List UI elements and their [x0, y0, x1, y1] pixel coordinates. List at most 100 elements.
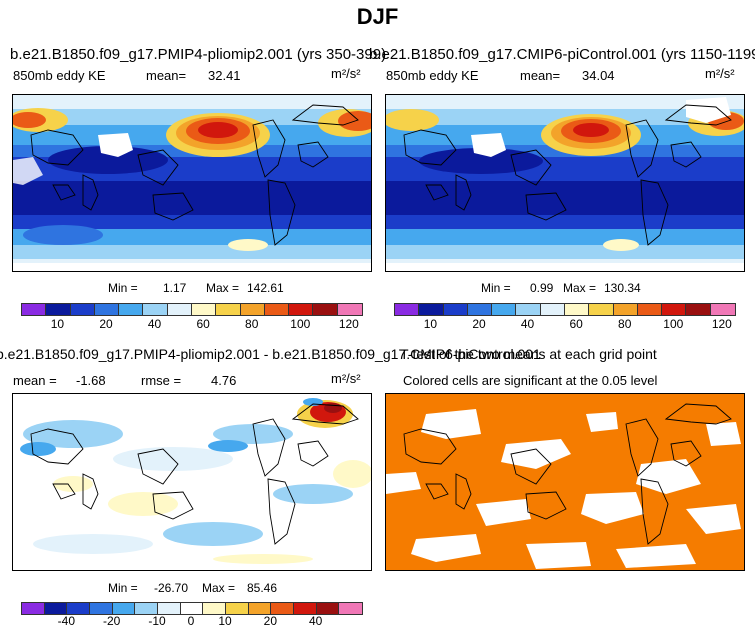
- colorbar-swatch: [70, 304, 95, 315]
- colorbar-swatch: [167, 304, 192, 315]
- panel-bl-rmse-value: 4.76: [211, 373, 237, 388]
- colorbar-tick-label: 100: [290, 317, 311, 331]
- colorbar-swatch: [225, 603, 249, 614]
- colorbar-tick-label: 80: [618, 317, 632, 331]
- panel-tl-case-title: b.e21.B1850.f09_g17.PMIP4-pliomip2.001 (…: [10, 46, 387, 63]
- panel-bl-map: [12, 393, 372, 571]
- panel-tr-units: m²/s²: [705, 66, 735, 81]
- panel-tl-variable-label: 850mb eddy KE: [13, 68, 106, 83]
- colorbar-tick-label: 10: [50, 317, 65, 331]
- panel-tl-mean-value: 32.41: [208, 68, 241, 83]
- panel-tr-case-title: b.e21.B1850.f09_g17.CMIP6-piControl.001 …: [369, 46, 755, 63]
- colorbar-tick-label: -40: [57, 614, 75, 628]
- colorbar-swatch: [395, 304, 420, 315]
- colorbar-tick-label: -10: [148, 614, 166, 628]
- colorbar-swatch: [467, 304, 493, 315]
- colorbar-swatch: [248, 603, 272, 614]
- panel-bl-max-value: 85.46: [247, 581, 278, 595]
- colorbar-swatch: [289, 304, 314, 315]
- colorbar-swatch: [492, 304, 517, 315]
- colorbar-tick-label: 100: [663, 317, 684, 331]
- colorbar-tick-label: 10: [218, 614, 232, 628]
- colorbar-swatch: [135, 603, 158, 614]
- colorbar-swatch: [240, 304, 265, 315]
- colorbar-swatch: [339, 603, 362, 614]
- colorbar-swatch: [89, 603, 113, 614]
- colorbar-tick-label: 40: [520, 317, 535, 331]
- colorbar-swatch: [564, 304, 590, 315]
- panel-bl-mean-label: mean =: [13, 373, 57, 388]
- colorbar-swatch: [157, 603, 181, 614]
- colorbar-swatch: [613, 304, 638, 315]
- colorbar-swatch: [589, 304, 614, 315]
- colorbar-tick-label: 40: [147, 317, 162, 331]
- panel-bl-case-title: b.e21.B1850.f09_g17.PMIP4-pliomip2.001 -…: [0, 346, 541, 362]
- panel-tr-variable-label: 850mb eddy KE: [386, 68, 479, 83]
- panel-tr-min-value: 0.99: [530, 281, 554, 295]
- colorbar-swatch: [313, 304, 338, 315]
- panel-bl-min-label: Min =: [108, 581, 138, 595]
- panel-bl-max-label: Max =: [202, 581, 236, 595]
- colorbar-tick-label: -20: [102, 614, 121, 628]
- panel-bl-mean-value: -1.68: [76, 373, 106, 388]
- panel-tl-max-value: 142.61: [247, 281, 284, 295]
- panel-tr-colorbar-ticks: 10 20 40 60 80 100 120: [394, 317, 734, 333]
- colorbar-swatch: [180, 603, 204, 614]
- colorbar-swatch: [419, 304, 444, 315]
- colorbar-tick-label: 120: [711, 317, 732, 331]
- panel-tr-mean-label: mean=: [520, 68, 561, 83]
- colorbar-swatch: [44, 603, 68, 614]
- colorbar-swatch: [191, 304, 217, 315]
- colorbar-tick-label: 20: [263, 614, 278, 628]
- colorbar-swatch: [203, 603, 226, 614]
- panel-bl-min-value: -26.70: [154, 581, 189, 595]
- panel-tl-min-label: Min =: [108, 281, 138, 295]
- panel-tl-mean-label: mean=: [146, 68, 187, 83]
- colorbar-swatch: [662, 304, 687, 315]
- panel-tr-max-label: Max =: [563, 281, 597, 295]
- colorbar-swatch: [94, 304, 120, 315]
- panel-tl-colorbar: [21, 303, 363, 316]
- colorbar-swatch: [264, 304, 290, 315]
- figure-title: DJF: [356, 4, 399, 29]
- colorbar-tick-label: 60: [196, 317, 210, 331]
- panel-bl-colorbar-ticks: -40 -20 -10 0 10 20 40: [21, 614, 361, 630]
- colorbar-swatch: [46, 304, 71, 315]
- colorbar-swatch: [337, 304, 362, 315]
- colorbar-swatch: [22, 304, 47, 315]
- panel-bl-rmse-label: rmse =: [141, 373, 182, 388]
- panel-tr-mean-value: 34.04: [582, 68, 615, 83]
- panel-tl-max-label: Max =: [206, 281, 240, 295]
- colorbar-tick-label: 0: [187, 614, 195, 628]
- panel-br-map: [385, 393, 745, 571]
- colorbar-swatch: [443, 304, 468, 315]
- colorbar-swatch: [637, 304, 663, 315]
- colorbar-swatch: [271, 603, 294, 614]
- colorbar-swatch: [216, 304, 241, 315]
- colorbar-swatch: [540, 304, 565, 315]
- panel-tl-colorbar-ticks: 10 20 40 60 80 100 120: [21, 317, 361, 333]
- colorbar-swatch: [22, 603, 45, 614]
- colorbar-tick-label: 40: [308, 614, 323, 628]
- panel-br-title: T-test of the two means at each grid poi…: [400, 346, 657, 362]
- colorbar-swatch: [119, 304, 144, 315]
- colorbar-tick-label: 10: [423, 317, 438, 331]
- colorbar-swatch: [710, 304, 735, 315]
- panel-tr-map: [385, 94, 745, 272]
- colorbar-swatch: [112, 603, 136, 614]
- panel-bl-units: m²/s²: [331, 371, 361, 386]
- colorbar-swatch: [686, 304, 711, 315]
- panel-tl-units: m²/s²: [331, 66, 361, 81]
- panel-tl-map: [12, 94, 372, 272]
- panel-tr-colorbar: [394, 303, 736, 316]
- panel-br-subtitle: Colored cells are significant at the 0.0…: [403, 373, 658, 388]
- colorbar-swatch: [293, 603, 317, 614]
- panel-tr-min-label: Min =: [481, 281, 511, 295]
- colorbar-swatch: [516, 304, 541, 315]
- panel-tl-min-value: 1.17: [163, 281, 187, 295]
- colorbar-tick-label: 120: [338, 317, 359, 331]
- panel-bl-colorbar: [21, 602, 363, 615]
- colorbar-tick-label: 80: [245, 317, 259, 331]
- colorbar-swatch: [316, 603, 340, 614]
- colorbar-tick-label: 60: [569, 317, 583, 331]
